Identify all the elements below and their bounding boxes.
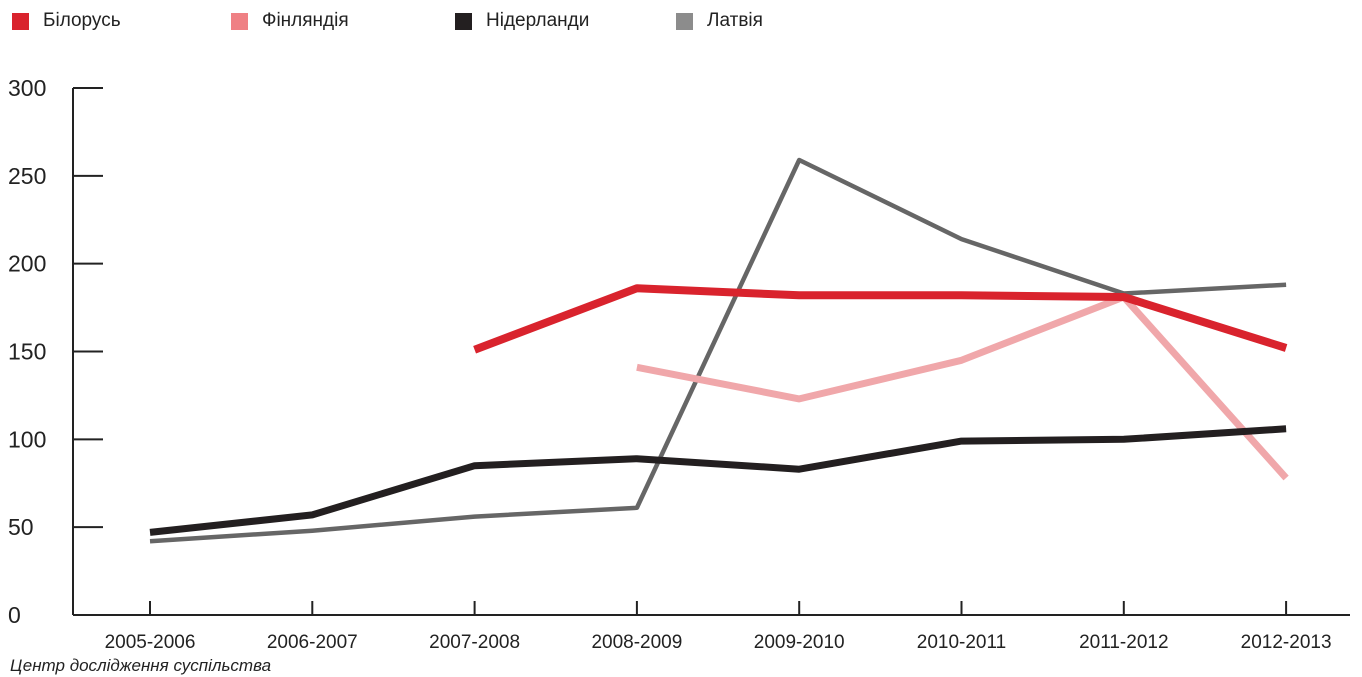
legend-label: Фінляндія bbox=[262, 10, 349, 31]
x-tick-label: 2010-2011 bbox=[917, 632, 1006, 653]
legend-item: Білорусь bbox=[12, 10, 121, 32]
x-tick-label: 2011-2012 bbox=[1079, 632, 1168, 653]
x-tick-label: 2005-2006 bbox=[105, 632, 196, 653]
y-tick-label: 0 bbox=[8, 602, 21, 628]
series-line-2 bbox=[636, 293, 1289, 481]
source-note: Центр дослідження суспільства bbox=[10, 656, 272, 675]
legend-label: Білорусь bbox=[43, 10, 121, 31]
legend-label: Нідерланди bbox=[486, 10, 590, 31]
x-tick-label: 2012-2013 bbox=[1241, 632, 1332, 653]
series-line-3 bbox=[149, 425, 1287, 536]
y-tick-label: 150 bbox=[8, 339, 46, 365]
series-line-4 bbox=[149, 157, 1287, 544]
legend-item: Нідерланди bbox=[455, 10, 589, 32]
legend-item: Латвія bbox=[676, 10, 763, 32]
y-tick-label: 200 bbox=[8, 251, 46, 277]
y-tick-label: 250 bbox=[8, 163, 46, 189]
legend-swatch bbox=[12, 12, 29, 30]
y-tick-label: 100 bbox=[8, 426, 46, 452]
x-tick-label: 2008-2009 bbox=[591, 632, 682, 653]
x-tick-label: 2007-2008 bbox=[429, 632, 520, 653]
x-tick-label: 2006-2007 bbox=[267, 632, 358, 653]
series-line-1 bbox=[473, 284, 1288, 354]
y-tick-label: 50 bbox=[8, 514, 34, 540]
legend-label: Латвія bbox=[707, 10, 763, 31]
legend-item: Фінляндія bbox=[231, 10, 349, 32]
legend-swatch bbox=[231, 12, 248, 30]
chart-plot-area: 0 50 100 150 200 250 300 2005-2006 2006-2007 2007… bbox=[8, 75, 1350, 653]
legend-swatch bbox=[455, 12, 472, 30]
x-tick-label: 2009-2010 bbox=[754, 632, 845, 653]
y-tick-label: 300 bbox=[8, 75, 46, 101]
legend-swatch bbox=[676, 12, 693, 30]
